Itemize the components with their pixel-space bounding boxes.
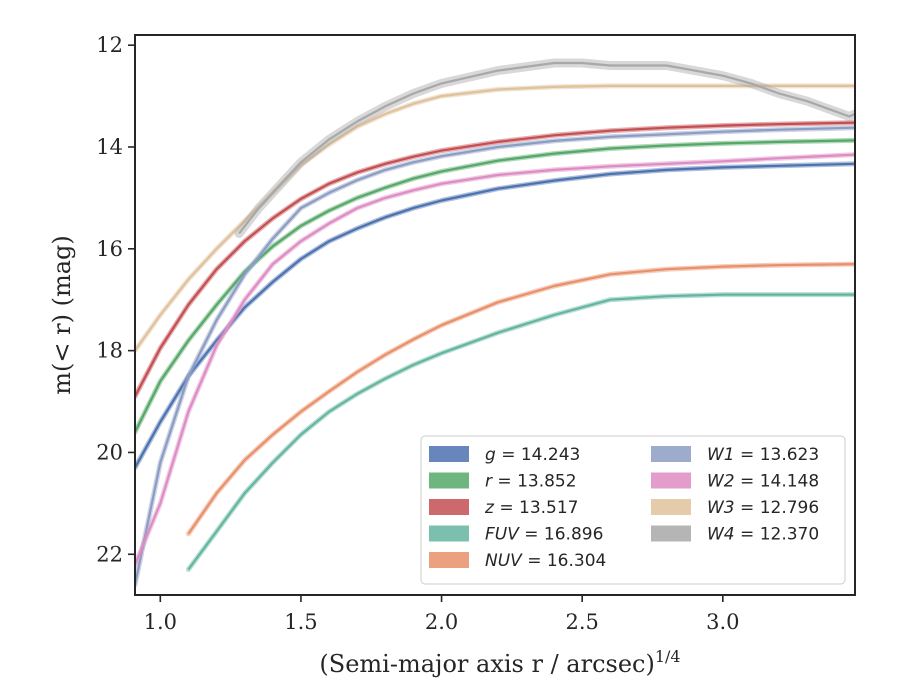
y-axis-label: m(< r) (mag) — [48, 235, 76, 394]
y-tick-label: 14 — [96, 135, 123, 159]
legend-swatch-w1 — [651, 446, 691, 462]
legend-series-value: 12.370 — [760, 525, 819, 545]
legend-series-name: W4 — [707, 525, 735, 545]
x-axis-label-exponent: 1/4 — [655, 647, 681, 666]
legend-swatch-r — [429, 472, 469, 489]
legend-swatch-w2 — [651, 472, 691, 489]
legend-equals: = — [735, 498, 760, 518]
series-line-g — [135, 162, 855, 469]
legend-equals: = — [496, 445, 521, 465]
plot-frame — [134, 34, 856, 596]
legend-equals: = — [494, 498, 519, 518]
series-line-w1 — [135, 126, 855, 586]
legend-series-name: r — [485, 472, 493, 492]
legend-entry-z: z = 13.517 — [484, 498, 578, 518]
y-tick-label: 12 — [96, 33, 123, 57]
x-tick-label: 2.5 — [565, 610, 598, 634]
legend-equals: = — [492, 472, 517, 492]
legend-entry-g: g = 14.243 — [485, 445, 580, 465]
series-line-z — [135, 121, 855, 398]
legend-series-value: 13.517 — [519, 498, 578, 518]
x-tick-label: 1.0 — [144, 610, 177, 634]
legend-entry-w1: W1 = 13.623 — [707, 445, 819, 465]
legend-series-name: W2 — [707, 472, 735, 492]
x-tick-label: 2.0 — [425, 610, 458, 634]
legend-swatch-w4 — [651, 525, 691, 542]
legend-swatch-w3 — [651, 499, 691, 515]
legend-entry-w4: W4 = 12.370 — [707, 525, 819, 545]
legend-series-name: NUV — [485, 551, 523, 571]
legend-series-name: FUV — [485, 525, 520, 545]
legend-series-name: z — [484, 498, 495, 518]
legend-series-value: 16.304 — [547, 551, 606, 571]
legend-swatch-fuv — [429, 525, 469, 542]
legend-equals: = — [735, 472, 760, 492]
series-line-nuv — [187, 263, 855, 535]
legend-series-value: 13.623 — [760, 445, 819, 465]
legend-series-value: 16.896 — [544, 525, 603, 545]
legend-series-value: 14.243 — [521, 445, 580, 465]
legend: g = 14.243 r = 13.852 z = 13.517 FUV = 16.8… — [420, 435, 846, 585]
legend-series-name: W3 — [707, 498, 735, 518]
y-tick-label: 16 — [96, 237, 123, 261]
series-band-r — [135, 137, 855, 435]
legend-equals: = — [522, 551, 547, 571]
series-line-w3 — [135, 84, 855, 352]
legend-equals: = — [519, 525, 544, 545]
y-tick-label: 22 — [96, 542, 123, 566]
y-tick-label: 18 — [96, 339, 123, 363]
series-line-w2 — [135, 153, 855, 565]
y-tick-label: 20 — [96, 440, 123, 464]
legend-box — [420, 435, 846, 585]
legend-equals: = — [735, 445, 760, 465]
legend-series-name: W1 — [707, 445, 735, 465]
legend-swatch-nuv — [429, 552, 469, 568]
series-line-r — [135, 139, 855, 433]
plot-area — [135, 58, 855, 588]
series-line-w4 — [238, 61, 855, 235]
series-lines — [135, 58, 855, 588]
x-tick-label: 3.0 — [706, 610, 739, 634]
x-axis-label: (Semi-major axis r / arcsec)1/4 — [319, 647, 680, 678]
series-band-g — [135, 161, 855, 471]
legend-swatch-g — [429, 446, 469, 462]
legend-equals: = — [735, 525, 760, 545]
legend-series-value: 14.148 — [760, 472, 819, 492]
legend-entry-r: r = 13.852 — [485, 472, 577, 492]
x-axis-label-text: (Semi-major axis r / arcsec) — [319, 650, 654, 678]
legend-entry-w3: W3 = 12.796 — [707, 498, 819, 518]
legend-entry-w2: W2 = 14.148 — [707, 472, 819, 492]
legend-entry-fuv: FUV = 16.896 — [485, 525, 603, 545]
legend-series-value: 12.796 — [760, 498, 819, 518]
legend-swatch-z — [429, 499, 469, 515]
axes: 1.0 1.5 2.0 2.5 3.0 12 14 16 18 20 22 (Semi-major a… — [48, 33, 856, 678]
series-line-fuv — [187, 293, 855, 571]
x-tick-label: 1.5 — [284, 610, 317, 634]
legend-entry-nuv: NUV = 16.304 — [485, 551, 606, 571]
legend-series-name: g — [485, 445, 496, 465]
legend-series-value: 13.852 — [517, 472, 576, 492]
